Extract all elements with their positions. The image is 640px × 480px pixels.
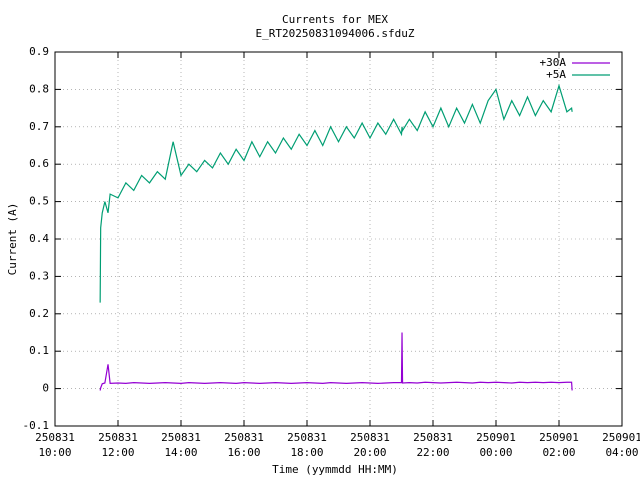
x-tick-label: 250831 18:00 [287, 431, 327, 459]
y-tick-label: 0.3 [29, 269, 49, 282]
x-tick-label: 250831 10:00 [35, 431, 75, 459]
plot-frame [54, 51, 623, 427]
x-tick-label: 250901 00:00 [476, 431, 516, 459]
y-tick-label: 0.1 [29, 344, 49, 357]
series-line [99, 83, 573, 303]
x-tick-label: 250831 16:00 [224, 431, 264, 459]
y-tick-label: 0.9 [29, 45, 49, 58]
y-tick-label: 0.5 [29, 195, 49, 208]
x-tick-label: 250901 04:00 [602, 431, 640, 459]
series-line [99, 332, 573, 391]
x-tick-label: 250831 22:00 [413, 431, 453, 459]
y-tick-label: 0.6 [29, 157, 49, 170]
x-tick-label: 250831 20:00 [350, 431, 390, 459]
y-tick-label: 0.4 [29, 232, 49, 245]
chart-subtitle: E_RT20250831094006.sfduZ [256, 27, 415, 40]
x-tick-label: 250901 02:00 [539, 431, 579, 459]
y-tick-label: 0.7 [29, 120, 49, 133]
y-tick-label: 0 [42, 382, 49, 395]
y-axis-label: Current (A) [6, 203, 19, 276]
y-tick-label: -0.1 [23, 419, 50, 432]
legend-label: +5A [546, 68, 566, 81]
y-tick-label: 0.2 [29, 307, 49, 320]
chart-title: Currents for MEX [282, 13, 388, 26]
legend-label: +30A [540, 56, 567, 69]
x-axis-label: Time (yymmdd HH:MM) [272, 463, 398, 476]
y-tick-label: 0.8 [29, 82, 49, 95]
x-tick-label: 250831 12:00 [98, 431, 138, 459]
x-tick-label: 250831 14:00 [161, 431, 201, 459]
